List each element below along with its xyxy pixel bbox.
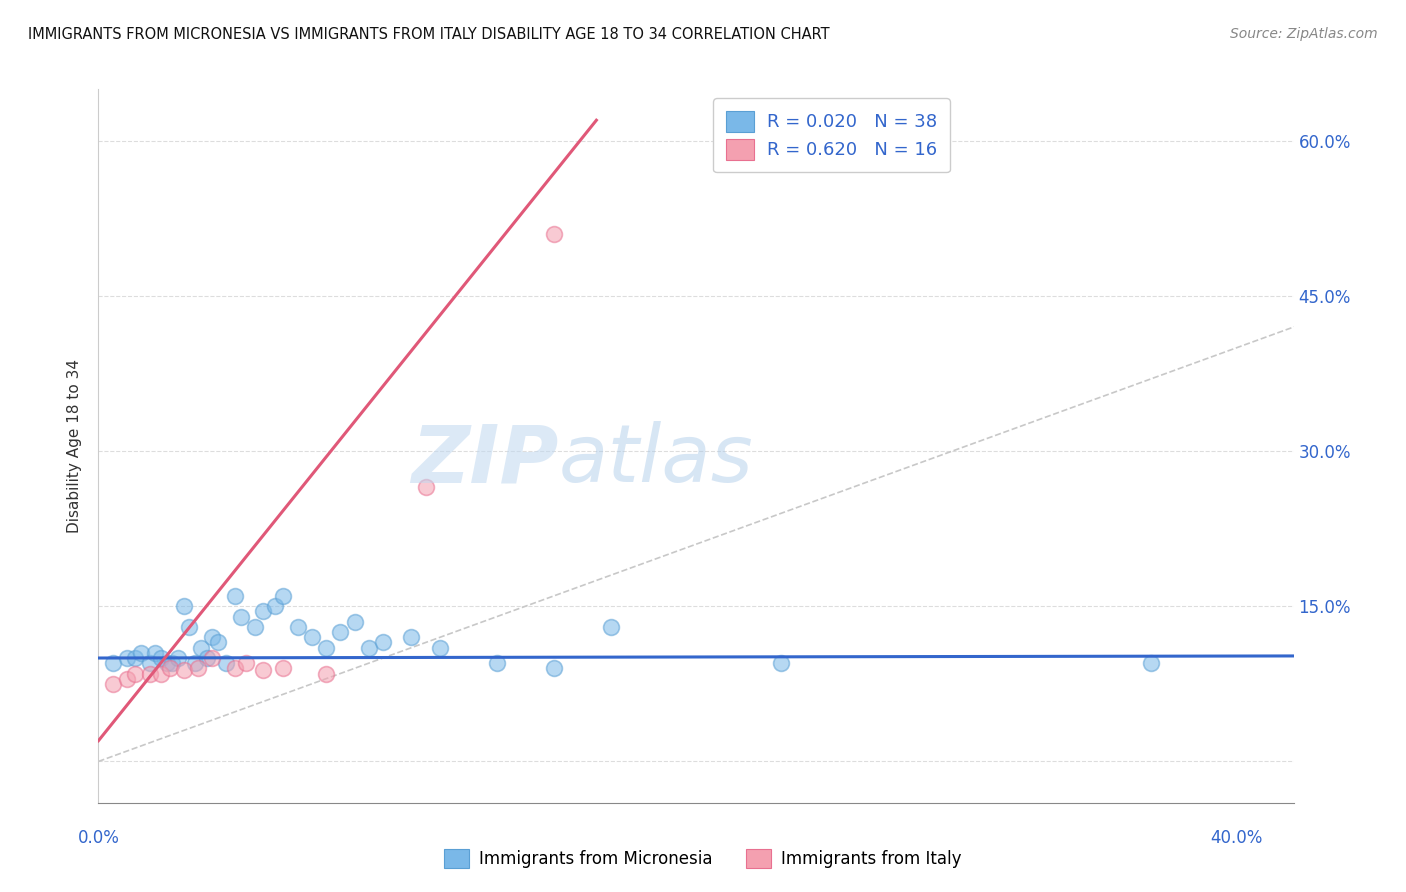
Point xyxy=(179,620,201,634)
Text: ZIP: ZIP xyxy=(411,421,558,500)
Point xyxy=(273,661,295,675)
Point xyxy=(273,589,295,603)
Point xyxy=(429,640,451,655)
Point xyxy=(229,609,252,624)
Text: IMMIGRANTS FROM MICRONESIA VS IMMIGRANTS FROM ITALY DISABILITY AGE 18 TO 34 CORR: IMMIGRANTS FROM MICRONESIA VS IMMIGRANTS… xyxy=(28,27,830,42)
Point xyxy=(315,666,337,681)
Point xyxy=(101,656,124,670)
Point xyxy=(401,630,423,644)
Point xyxy=(371,635,394,649)
Point xyxy=(201,651,224,665)
Point xyxy=(599,620,621,634)
Point xyxy=(543,661,565,675)
Point xyxy=(115,651,138,665)
Text: Source: ZipAtlas.com: Source: ZipAtlas.com xyxy=(1230,27,1378,41)
Legend: Immigrants from Micronesia, Immigrants from Italy: Immigrants from Micronesia, Immigrants f… xyxy=(437,843,969,875)
Point xyxy=(252,605,274,619)
Point xyxy=(129,646,152,660)
Point xyxy=(224,589,246,603)
Point xyxy=(143,646,166,660)
Point xyxy=(124,666,146,681)
Text: 40.0%: 40.0% xyxy=(1211,829,1263,847)
Point xyxy=(162,656,184,670)
Point xyxy=(115,672,138,686)
Point xyxy=(1140,656,1163,670)
Point xyxy=(357,640,380,655)
Point xyxy=(201,630,224,644)
Point xyxy=(301,630,323,644)
Point xyxy=(167,651,190,665)
Point xyxy=(770,656,793,670)
Point xyxy=(173,599,195,614)
Point xyxy=(150,651,173,665)
Point xyxy=(329,625,352,640)
Point xyxy=(315,640,337,655)
Point xyxy=(190,640,212,655)
Point xyxy=(124,651,146,665)
Point xyxy=(173,664,195,678)
Point xyxy=(187,661,209,675)
Point xyxy=(343,615,366,629)
Point xyxy=(215,656,238,670)
Text: atlas: atlas xyxy=(558,421,754,500)
Point xyxy=(195,651,218,665)
Point xyxy=(224,661,246,675)
Point xyxy=(415,480,437,494)
Point xyxy=(150,666,173,681)
Point xyxy=(485,656,508,670)
Point xyxy=(263,599,285,614)
Y-axis label: Disability Age 18 to 34: Disability Age 18 to 34 xyxy=(67,359,83,533)
Point xyxy=(243,620,266,634)
Legend: R = 0.020   N = 38, R = 0.620   N = 16: R = 0.020 N = 38, R = 0.620 N = 16 xyxy=(713,98,950,172)
Text: 0.0%: 0.0% xyxy=(77,829,120,847)
Point xyxy=(138,656,160,670)
Point xyxy=(287,620,309,634)
Point xyxy=(543,227,565,241)
Point xyxy=(252,664,274,678)
Point xyxy=(159,661,181,675)
Point xyxy=(138,666,160,681)
Point xyxy=(207,635,229,649)
Point xyxy=(156,656,179,670)
Point xyxy=(101,677,124,691)
Point xyxy=(235,656,257,670)
Point xyxy=(184,656,207,670)
